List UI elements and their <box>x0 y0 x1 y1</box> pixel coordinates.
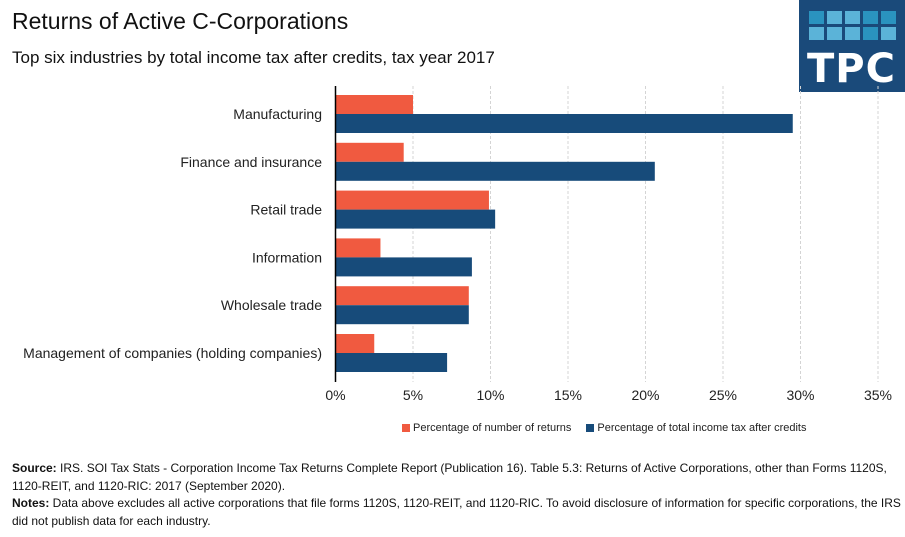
footer: Source: IRS. SOI Tax Stats - Corporation… <box>12 460 902 530</box>
tpc-logo: TPC <box>799 0 905 92</box>
category-label: Finance and insurance <box>180 154 322 170</box>
bar-income-tax <box>335 114 793 133</box>
source-label: Source: <box>12 461 57 475</box>
legend-label-returns: Percentage of number of returns <box>413 422 572 434</box>
bar-returns <box>335 334 375 353</box>
notes: Notes: Data above excludes all active co… <box>12 495 902 530</box>
logo-square <box>863 27 878 40</box>
logo-square <box>845 27 860 40</box>
legend-item-returns: Percentage of number of returns <box>402 422 571 434</box>
x-tick-label: 20% <box>631 387 659 403</box>
bar-income-tax <box>335 161 655 181</box>
bar-returns <box>335 286 469 306</box>
legend-item-income-tax: Percentage of total income tax after cre… <box>586 422 806 434</box>
logo-square <box>881 27 896 40</box>
x-tick-label: 25% <box>709 387 737 403</box>
logo-square <box>881 11 896 24</box>
logo-square <box>809 11 824 24</box>
logo-square <box>809 27 824 40</box>
source-text: IRS. SOI Tax Stats - Corporation Income … <box>12 461 887 493</box>
tpc-logo-text: TPC <box>807 46 896 92</box>
category-label: Information <box>252 249 322 265</box>
bar-income-tax <box>335 305 469 325</box>
x-tick-label: 35% <box>864 387 892 403</box>
x-tick-label: 10% <box>476 387 504 403</box>
logo-square <box>827 11 842 24</box>
logo-square <box>863 11 878 24</box>
legend-label-income-tax: Percentage of total income tax after cre… <box>597 422 807 434</box>
x-tick-label: 5% <box>403 387 423 403</box>
notes-text: Data above excludes all active corporati… <box>12 496 901 528</box>
x-tick-label: 15% <box>554 387 582 403</box>
category-label: Wholesale trade <box>221 297 322 313</box>
x-tick-label: 30% <box>786 387 814 403</box>
bar-chart: 0% 5% 10% 15% 20% 25% 30% 35% Manufacturing Finan… <box>23 86 892 403</box>
logo-square <box>827 27 842 40</box>
bar-returns <box>335 142 404 162</box>
source-note: Source: IRS. SOI Tax Stats - Corporation… <box>12 460 902 495</box>
logo-square <box>845 11 860 24</box>
category-label: Retail trade <box>250 202 322 218</box>
bar-returns <box>335 95 413 114</box>
bar-returns <box>335 190 489 210</box>
bar-income-tax <box>335 353 448 372</box>
chart-subtitle: Top six industries by total income tax a… <box>12 48 495 67</box>
category-label: Management of companies (holding compani… <box>23 345 322 361</box>
chart-title: Returns of Active C-Corporations <box>12 8 349 34</box>
bar-income-tax <box>335 209 496 229</box>
notes-label: Notes: <box>12 496 50 510</box>
legend-swatch-income-tax <box>586 424 595 432</box>
bar-income-tax <box>335 257 472 277</box>
category-label: Manufacturing <box>233 106 322 122</box>
chart-legend: Percentage of number of returns Percenta… <box>402 422 821 434</box>
x-tick-label: 0% <box>325 387 345 403</box>
legend-swatch-returns <box>402 424 410 432</box>
bar-returns <box>335 238 381 258</box>
